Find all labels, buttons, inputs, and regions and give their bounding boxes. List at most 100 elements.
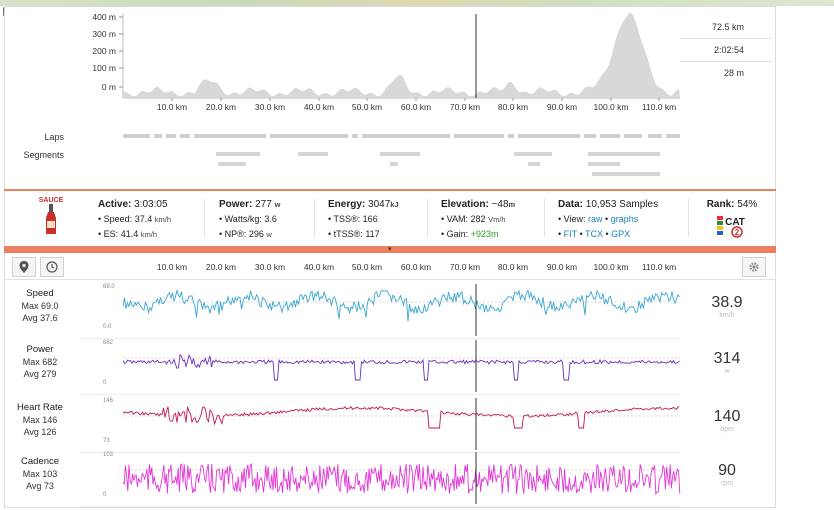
stream-max: Max 682 <box>22 357 58 367</box>
stream-line <box>123 405 680 429</box>
stream-x-tick: 110.0 km <box>641 262 677 272</box>
stream-unit: bpm <box>720 426 734 433</box>
stream-x-tick: 70.0 km <box>449 262 481 272</box>
stream-x-tick: 40.0 km <box>303 262 335 272</box>
lap-bar[interactable] <box>362 134 450 138</box>
elevation-x-tick: 10.0 km <box>156 102 188 112</box>
stream-unit: km/h <box>719 312 735 319</box>
stream-x-tick: 50.0 km <box>351 262 383 272</box>
elevation-y-tick: 200 m <box>92 46 116 56</box>
lap-bar[interactable] <box>154 134 162 138</box>
divider <box>204 199 205 237</box>
stream-ymin: 0.0 <box>103 324 112 330</box>
map-pin-button[interactable] <box>12 257 36 277</box>
segment-bar[interactable] <box>592 172 660 176</box>
stream-chart-heart-rate[interactable] <box>123 398 683 450</box>
stream-avg: Avg 37.6 <box>22 313 58 323</box>
lap-bar[interactable] <box>648 134 662 138</box>
lap-bar[interactable] <box>352 134 358 138</box>
map-pin-icon <box>19 261 29 273</box>
divider <box>427 199 428 237</box>
collapse-bar[interactable]: ▾ <box>4 246 776 253</box>
segment-bar[interactable] <box>588 162 620 166</box>
elevation-x-tick: 80.0 km <box>497 102 529 112</box>
row-divider <box>80 394 680 395</box>
lap-bar[interactable] <box>518 134 580 138</box>
divider <box>688 199 689 237</box>
stream-unit: w <box>724 368 730 375</box>
lap-bar[interactable] <box>666 134 680 138</box>
lap-bar[interactable] <box>600 134 620 138</box>
elevation-y-tick: 0 m <box>101 82 116 92</box>
segment-bar[interactable] <box>380 152 420 156</box>
lap-bar[interactable] <box>194 134 266 138</box>
stream-max: Max 146 <box>22 415 58 425</box>
lap-bar[interactable] <box>624 134 642 138</box>
stream-current-value: 90 rpm <box>682 462 772 487</box>
stream-label-0: Speed Max 69.0 Avg 37.6 <box>0 288 80 324</box>
clock-button[interactable] <box>40 257 64 277</box>
elevation-x-tick: 100.0 km <box>593 102 629 112</box>
fit-link[interactable]: FIT <box>563 229 577 239</box>
elevation-x-tick: 50.0 km <box>351 102 383 112</box>
laps-segments-track[interactable] <box>0 128 834 188</box>
stream-ymax: 69.0 <box>103 284 115 290</box>
stream-chart-power[interactable] <box>123 340 683 392</box>
tcx-link[interactable]: TCX <box>585 229 603 239</box>
lap-bar[interactable] <box>508 134 514 138</box>
distance-stat: 72.5 km <box>680 16 772 39</box>
divider <box>544 199 545 237</box>
stream-ymax: 103 <box>103 452 114 458</box>
stream-chart-cadence[interactable] <box>123 452 683 504</box>
settings-button[interactable] <box>742 257 766 277</box>
stream-ymin: 73 <box>103 438 110 444</box>
segment-bar[interactable] <box>514 152 552 156</box>
chevron-down-icon: ▾ <box>388 246 392 253</box>
stream-x-tick: 100.0 km <box>593 262 629 272</box>
stream-max: Max 103 <box>22 469 58 479</box>
stream-unit: rpm <box>720 480 734 487</box>
stream-current-value: 38.9 km/h <box>682 294 772 319</box>
streams-axis: 10.0 km 20.0 km 30.0 km 40.0 km 50.0 km 60.0 … <box>4 254 776 280</box>
elevation-stat: 28 m <box>723 68 744 78</box>
stream-x-tick: 30.0 km <box>254 262 286 272</box>
segment-bar[interactable] <box>588 152 660 156</box>
rank-stat[interactable]: Rank: 54% CAT 2 <box>706 199 758 238</box>
lap-bar[interactable] <box>180 134 190 138</box>
lap-bar[interactable] <box>166 134 176 138</box>
elevation-x-tick: 110.0 km <box>641 102 677 112</box>
lap-bar[interactable] <box>584 134 596 138</box>
segment-bar[interactable] <box>390 162 398 166</box>
segment-bar[interactable] <box>528 162 540 166</box>
laps-label: Laps <box>44 132 64 142</box>
stream-avg: Avg 126 <box>23 427 57 437</box>
stream-x-tick: 80.0 km <box>497 262 529 272</box>
stream-chart-speed[interactable] <box>123 284 683 336</box>
elevation-y-tick: 400 m <box>92 12 116 22</box>
cat-badge-icon: CAT 2 <box>717 216 745 238</box>
gpx-link[interactable]: GPX <box>611 229 631 239</box>
cat-badge-text: CAT <box>725 217 745 228</box>
elevation-chart[interactable] <box>0 0 834 115</box>
data-stat: Data: 10,953 Samples • View: raw • graph… <box>558 199 659 239</box>
lap-bar[interactable] <box>454 134 504 138</box>
stream-current-value: 140 bpm <box>682 408 772 433</box>
stream-label-1: Power Max 682 Avg 279 <box>0 344 80 380</box>
stream-label-2: Heart Rate Max 146 Avg 126 <box>0 402 80 438</box>
row-divider <box>80 338 680 339</box>
map-strip <box>0 0 834 6</box>
lap-bar[interactable] <box>270 134 348 138</box>
stream-x-tick: 10.0 km <box>156 262 188 272</box>
stream-ymax: 682 <box>103 340 114 346</box>
cat-badge-number: 2 <box>735 228 740 237</box>
stats-bar: SAUCE Active: 3:03:05 • Speed: 37.4 km/h… <box>4 189 776 246</box>
segment-bar[interactable] <box>298 152 328 156</box>
segment-bar[interactable] <box>216 152 260 156</box>
lap-bar[interactable] <box>123 134 150 138</box>
active-stat: Active: 3:03:05 • Speed: 37.4 km/h • ES:… <box>98 199 172 239</box>
raw-link[interactable]: raw <box>588 214 603 224</box>
stream-label-3: Cadence Max 103 Avg 73 <box>0 456 80 492</box>
energy-stat: Energy: 3047kJ • TSS®: 166 • tTSS®: 117 <box>328 199 399 239</box>
segment-bar[interactable] <box>218 162 246 166</box>
graphs-link[interactable]: graphs <box>610 214 639 224</box>
